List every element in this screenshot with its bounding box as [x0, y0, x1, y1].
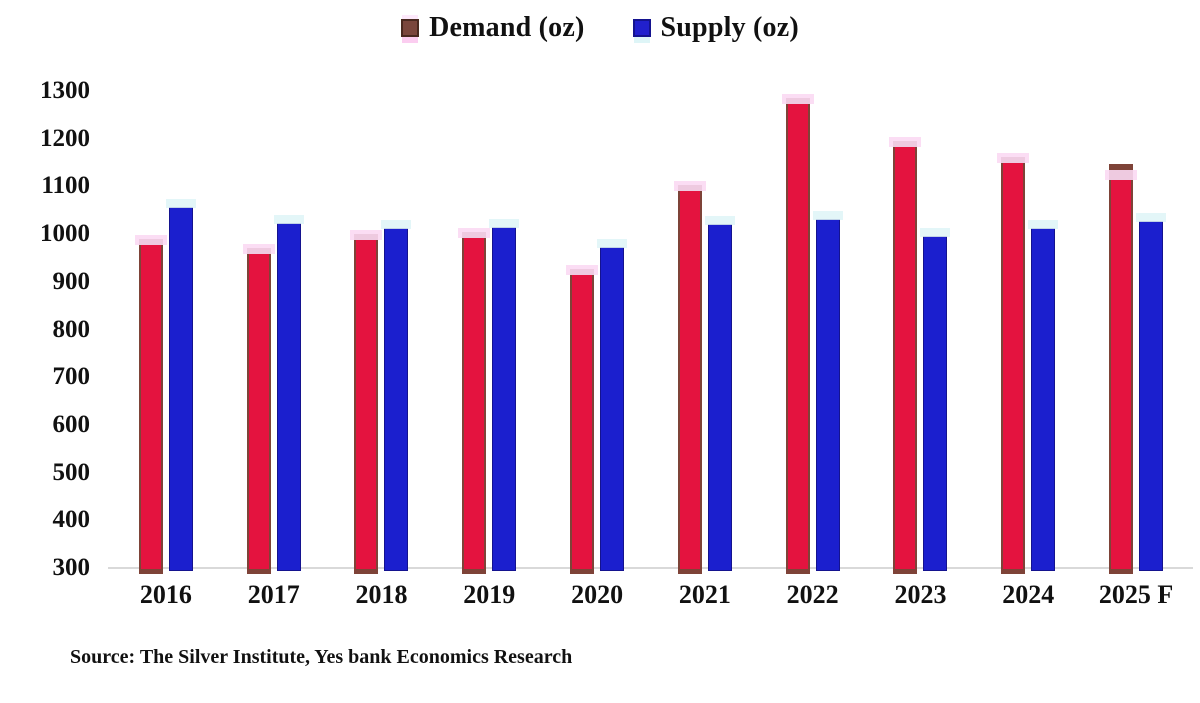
demand-bar-2019	[458, 227, 491, 574]
supply-bar-2017	[273, 214, 304, 571]
demand-bar-2021	[673, 181, 706, 574]
supply-bar-2020	[597, 239, 628, 571]
x-tick-label-2023: 2023	[894, 580, 947, 609]
supply-bar-2023	[920, 227, 951, 571]
demand-bar-2020	[566, 264, 599, 574]
supply-bar-2025 F	[1136, 212, 1167, 571]
y-tick-label-700: 700	[52, 363, 91, 391]
bar-group-2023	[867, 0, 975, 574]
source-note: Source: The Silver Institute, Yes bank E…	[70, 646, 573, 668]
supply-bar-2018	[381, 219, 412, 571]
demand-bar-2016	[134, 234, 167, 574]
plot-area	[112, 0, 1190, 574]
supply-bar-2022	[812, 210, 843, 571]
y-tick-label-1300: 1300	[40, 77, 90, 104]
demand-bar-2017	[242, 244, 275, 574]
demand-bar-2025 F	[1105, 163, 1138, 574]
bar-group-2025 F	[1082, 0, 1190, 574]
x-tick-label-2025 F: 2025 F	[1098, 580, 1174, 609]
y-tick-label-1000: 1000	[40, 220, 90, 248]
demand-legend-label: Demand (oz)	[429, 12, 585, 43]
x-axis-line	[108, 567, 1193, 569]
bar-group-2024	[974, 0, 1082, 574]
legend: Demand (oz) Supply (oz)	[0, 12, 1200, 44]
y-tick-label-600: 600	[52, 410, 91, 438]
y-tick-label-1200: 1200	[40, 124, 90, 152]
bar-group-2019	[435, 0, 543, 574]
bar-group-2017	[220, 0, 328, 574]
x-tick-label-2017: 2017	[247, 580, 300, 609]
y-tick-label-800: 800	[52, 315, 91, 343]
x-tick-label-2024: 2024	[1002, 580, 1055, 609]
supply-bar-2019	[489, 218, 520, 571]
demand-bar-2023	[889, 136, 922, 574]
x-tick-label-2021: 2021	[678, 580, 731, 609]
bar-group-2022	[759, 0, 867, 574]
bar-group-2016	[112, 0, 220, 574]
bar-group-2021	[651, 0, 759, 574]
y-tick-label-1100: 1100	[41, 172, 90, 200]
supply-bar-2021	[704, 215, 735, 571]
x-axis: 2016 2017 2018 2019 2020 2021 2022 2023 2024 2025…	[112, 580, 1190, 610]
y-tick-label-500: 500	[52, 458, 91, 486]
supply-legend-label: Supply (oz)	[660, 12, 799, 43]
x-tick-label-2022: 2022	[786, 580, 839, 609]
bar-group-2020	[543, 0, 651, 574]
x-tick-label-2018: 2018	[355, 580, 408, 609]
supply-bar-2016	[165, 199, 196, 571]
bars	[112, 0, 1190, 574]
supply-bar-2024	[1028, 220, 1059, 571]
legend-item-demand: Demand (oz)	[401, 12, 584, 44]
demand-bar-2024	[997, 153, 1030, 574]
demand-legend-marker-icon	[401, 19, 420, 37]
demand-bar-2018	[350, 230, 383, 574]
bar-group-2018	[328, 0, 436, 574]
legend-item-supply: Supply (oz)	[632, 12, 799, 44]
supply-legend-marker-icon	[632, 19, 651, 37]
x-tick-label-2016: 2016	[139, 580, 192, 609]
y-tick-label-900: 900	[52, 267, 91, 295]
y-tick-label-400: 400	[52, 506, 91, 534]
y-tick-label-300: 300	[52, 554, 91, 581]
x-tick-label-2019: 2019	[463, 580, 516, 609]
demand-bar-2022	[781, 94, 814, 574]
x-tick-label-2020: 2020	[571, 580, 624, 609]
